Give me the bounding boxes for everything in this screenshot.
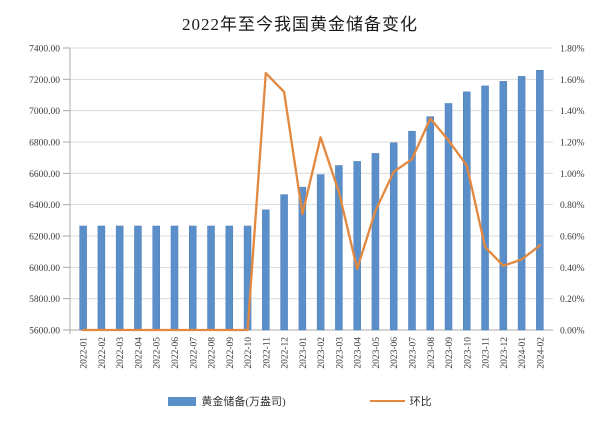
y-axis-label-right: 0.00% [560, 327, 585, 337]
x-axis-label: 2023-09 [445, 337, 455, 369]
x-axis-label: 2022-07 [189, 337, 199, 369]
chart-title: 2022年至今我国黄金储备变化 [182, 15, 418, 34]
y-axis-label-left: 7200.00 [29, 76, 60, 86]
x-axis-label: 2022-09 [226, 337, 236, 369]
x-axis-label: 2023-11 [482, 337, 492, 369]
x-axis-label: 2023-08 [427, 337, 437, 369]
y-axis-label-right: 1.20% [560, 139, 585, 149]
line-series-swatch-icon [369, 399, 405, 403]
x-axis-label: 2023-04 [354, 337, 364, 369]
bar-series-swatch-icon [168, 396, 197, 406]
x-axis-label: 2022-08 [208, 337, 218, 369]
x-axis-label: 2022-05 [153, 337, 163, 369]
x-axis-label: 2023-10 [463, 337, 473, 369]
x-axis-label: 2023-05 [372, 337, 382, 369]
bar-2022-08 [207, 225, 215, 331]
bar-2022-02 [97, 225, 106, 331]
y-axis-label-right: 0.40% [560, 264, 585, 274]
x-axis-label: 2022-01 [80, 337, 90, 369]
y-axis-label-right: 1.00% [560, 170, 585, 180]
chart-legend: 黄金储备(万盎司) 环比 [0, 393, 600, 409]
x-axis-label: 2023-12 [500, 337, 510, 369]
x-axis-label: 2023-01 [299, 337, 309, 369]
bar-2022-07 [189, 225, 197, 331]
x-axis-label: 2022-04 [134, 337, 144, 369]
y-axis-label-right: 1.60% [560, 76, 585, 86]
bar-2023-11 [481, 85, 489, 331]
y-axis-label-left: 5800.00 [29, 295, 60, 305]
y-axis-label-left: 7400.00 [29, 45, 60, 55]
bar-2022-04 [134, 225, 142, 331]
bar-2022-11 [262, 209, 270, 331]
legend-item-mom: 环比 [369, 393, 432, 409]
bar-2024-01 [517, 76, 526, 331]
y-axis-label-right: 0.60% [560, 233, 585, 243]
x-axis-label: 2022-12 [281, 337, 291, 369]
bar-2023-07 [408, 130, 416, 331]
bar-2023-12 [499, 81, 508, 331]
y-axis-label-left: 6600.00 [29, 170, 60, 180]
legend-label-mom: 环比 [409, 396, 432, 408]
y-axis-label-left: 7000.00 [29, 107, 60, 117]
y-axis-label-right: 0.80% [560, 201, 585, 211]
x-axis-label: 2023-03 [335, 337, 345, 369]
bar-2023-03 [335, 165, 343, 331]
bar-2023-01 [298, 186, 307, 331]
y-axis-label-left: 6000.00 [29, 264, 60, 274]
y-axis-label-left: 6800.00 [29, 139, 60, 149]
x-axis-label: 2024-01 [518, 337, 528, 369]
bar-2023-08 [426, 116, 434, 331]
bar-2022-05 [152, 225, 160, 331]
bar-2023-10 [463, 91, 471, 331]
bar-2022-01 [79, 225, 87, 331]
y-axis-label-right: 0.20% [560, 295, 585, 305]
bar-2022-09 [225, 225, 234, 331]
x-axis-label: 2024-02 [536, 337, 546, 369]
bar-2022-03 [115, 225, 124, 331]
bar-2023-04 [353, 161, 361, 331]
bar-2023-06 [389, 142, 398, 331]
bar-2022-12 [280, 194, 288, 331]
x-axis-label: 2022-11 [262, 337, 272, 369]
bar-2023-05 [371, 153, 380, 331]
bar-2024-02 [536, 69, 544, 331]
x-axis-label: 2022-03 [116, 337, 126, 369]
mom-line-series [81, 71, 542, 332]
x-axis-label: 2023-02 [317, 337, 327, 369]
y-axis-label-left: 5600.00 [29, 327, 60, 337]
x-axis-label: 2022-06 [171, 337, 181, 369]
bar-2022-06 [170, 225, 179, 331]
x-axis-label: 2023-07 [408, 337, 418, 369]
y-axis-label-left: 6200.00 [29, 233, 60, 243]
x-axis-label: 2023-06 [390, 337, 400, 369]
y-axis-label-right: 1.40% [560, 107, 585, 117]
x-axis-label: 2022-02 [98, 337, 108, 369]
y-axis-label-left: 6400.00 [29, 201, 60, 211]
bar-2023-02 [316, 174, 325, 331]
legend-item-gold-reserve: 黄金储备(万盎司) [168, 393, 286, 409]
y-axis-label-right: 1.80% [560, 45, 585, 55]
legend-label-gold-reserve: 黄金储备(万盎司) [201, 396, 286, 408]
bar-2023-09 [444, 103, 453, 331]
x-axis-label: 2022-10 [244, 337, 254, 369]
